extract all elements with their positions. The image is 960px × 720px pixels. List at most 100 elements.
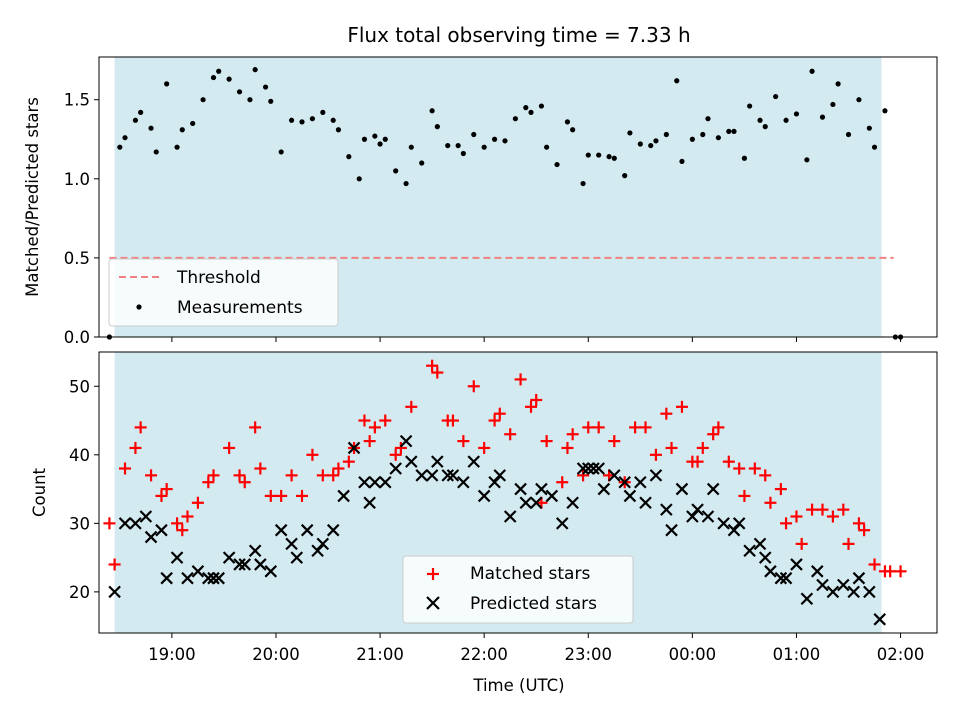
matched-star-point (759, 469, 772, 482)
matched-star-point (155, 489, 168, 502)
predicted-star-point (337, 489, 350, 503)
predicted-star-point (634, 475, 647, 489)
measurement-point (819, 114, 826, 120)
legend-matched-swatch (427, 568, 439, 580)
predicted-star-point (129, 517, 142, 530)
measurement-point (726, 128, 732, 134)
bottom-y-tick-label: 40 (69, 446, 90, 465)
predicted-star-point (405, 455, 418, 468)
matched-star-point (660, 407, 673, 420)
predicted-star-point (873, 613, 887, 626)
measurement-point (429, 108, 435, 114)
matched-star-point (894, 565, 907, 578)
top-x-ticks (171, 337, 902, 342)
measurement-point (793, 111, 800, 117)
measurement-point (585, 152, 591, 158)
top-legend: Threshold Measurements (108, 258, 339, 327)
predicted-star-point (467, 455, 481, 468)
matched-star-point (540, 435, 553, 448)
measurement-point (132, 117, 139, 123)
matched-star-point (675, 400, 688, 413)
measurement-point (502, 138, 508, 144)
top-y-tick-label: 0.0 (64, 328, 90, 347)
measurement-point (382, 136, 388, 142)
predicted-star-point (608, 469, 621, 482)
predicted-star-point (706, 482, 720, 496)
measurement-point (262, 84, 269, 90)
predicted-star-point (181, 571, 194, 585)
predicted-star-point (623, 489, 637, 503)
measurement-point (288, 117, 295, 123)
measurement-point (783, 117, 789, 123)
measurement-point (653, 138, 659, 144)
bottom-panel: 20 30 40 50 19:00 20:00 21:00 22:00 23:00 00:00 0… (30, 351, 938, 695)
measurement-point (856, 97, 862, 103)
matched-star-point (332, 462, 345, 475)
matched-star-point (275, 489, 288, 502)
matched-star-point (722, 455, 735, 468)
measurement-point (190, 120, 196, 127)
measurement-point (627, 130, 633, 136)
matched-star-point (790, 510, 803, 523)
matched-star-point (561, 441, 574, 454)
measurement-point (372, 133, 378, 139)
measurement-point (346, 154, 352, 160)
measurement-point (491, 136, 498, 142)
measurement-point (148, 125, 154, 131)
measurement-point (580, 180, 586, 187)
measurement-point (596, 152, 602, 158)
matched-star-point (446, 414, 459, 427)
matched-star-point (884, 565, 897, 578)
predicted-star-point (389, 462, 402, 475)
matched-star-point (556, 476, 569, 489)
matched-star-point (665, 441, 678, 454)
predicted-star-point (790, 558, 803, 571)
predicted-star-point (212, 571, 225, 585)
measurement-point (210, 74, 217, 81)
matched-star-point (191, 496, 204, 509)
predicted-star-point (233, 558, 246, 571)
measurement-point (715, 135, 721, 141)
predicted-star-point (139, 510, 153, 523)
measurement-point (611, 155, 617, 161)
matched-star-point (264, 489, 277, 502)
predicted-star-point (727, 523, 741, 537)
matched-star-point (108, 558, 121, 571)
predicted-star-point (170, 551, 184, 564)
matched-star-point (306, 448, 319, 461)
measurement-point (773, 93, 779, 100)
matched-star-point (733, 462, 746, 475)
top-panel: 0.0 0.5 1.0 1.5 Flux total observing time =… (23, 23, 938, 347)
predicted-star-point (732, 517, 746, 530)
matched-star-point (431, 366, 444, 379)
measurement-point (174, 144, 180, 150)
measurement-point (153, 149, 159, 155)
predicted-star-point (618, 475, 631, 489)
predicted-star-point (837, 578, 850, 592)
matched-star-point (566, 428, 579, 441)
bottom-x-tick-label: 23:00 (564, 645, 612, 664)
matched-star-point (488, 414, 501, 427)
predicted-star-point (581, 462, 595, 475)
predicted-star-point (555, 517, 569, 530)
matched-star-point (707, 428, 720, 441)
measurement-point (471, 131, 477, 138)
measurement-point (460, 150, 466, 157)
predicted-star-point (285, 537, 298, 551)
measurement-point (700, 131, 706, 138)
measurement-point (554, 161, 560, 168)
measurement-point (377, 141, 383, 147)
legend-matched-label: Matched stars (470, 564, 590, 584)
bottom-legend: Matched stars Predicted stars (402, 555, 634, 624)
legend-measurements-label: Measurements (177, 298, 303, 318)
predicted-star-point (816, 578, 829, 592)
predicted-star-point (758, 551, 772, 564)
matched-star-point (285, 469, 298, 482)
matched-star-point (478, 441, 491, 454)
predicted-star-point (347, 441, 361, 455)
matched-star-point (525, 400, 538, 413)
measurement-point (117, 144, 123, 150)
matched-star-point (223, 441, 236, 454)
top-y-axis: 0.0 0.5 1.0 1.5 (64, 91, 99, 347)
